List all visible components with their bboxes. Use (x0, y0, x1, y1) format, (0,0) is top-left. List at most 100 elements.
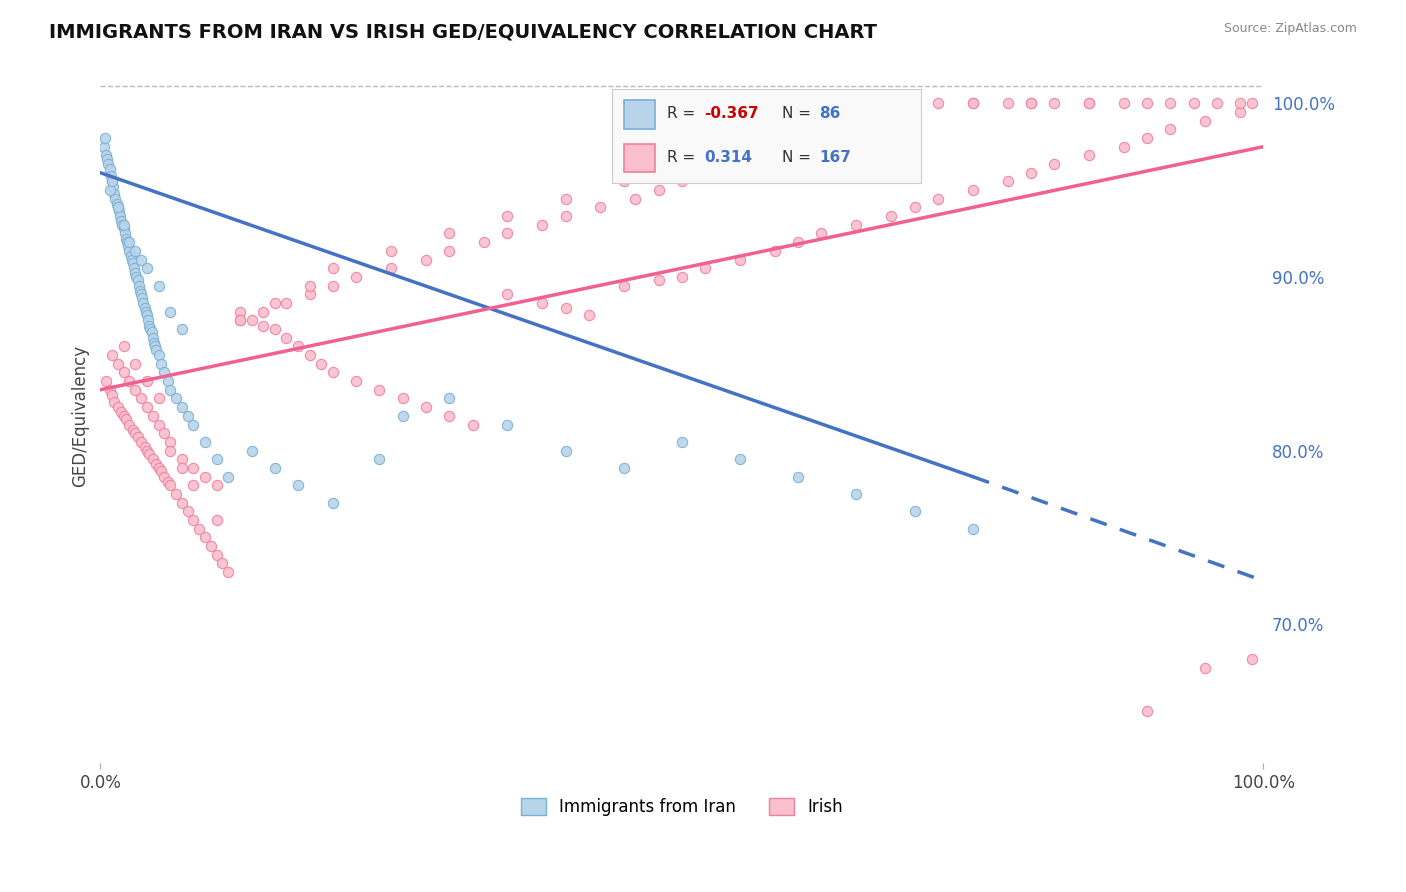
Point (311, 357, 333, 371)
Point (554, 301, 576, 315)
Point (962, 96, 984, 111)
Point (671, 434, 693, 449)
Point (1159, 122, 1181, 136)
Point (1229, 104, 1251, 119)
Text: R =: R = (668, 150, 700, 165)
Point (112, 409, 135, 423)
Point (129, 392, 152, 406)
Point (145, 458, 167, 472)
Point (148, 461, 170, 475)
Text: N =: N = (782, 106, 815, 121)
Point (997, 174, 1019, 188)
Point (142, 452, 165, 467)
Point (132, 296, 155, 310)
Point (112, 221, 135, 235)
Point (142, 409, 165, 423)
Point (1240, 652, 1263, 666)
Point (1078, 148, 1101, 162)
Point (728, 139, 751, 153)
Point (439, 244, 461, 258)
Point (613, 174, 636, 188)
Point (135, 443, 157, 458)
Point (1206, 96, 1229, 111)
Point (287, 339, 309, 353)
Point (165, 392, 187, 406)
Point (107, 357, 129, 371)
Text: -0.367: -0.367 (704, 106, 759, 121)
Point (165, 487, 187, 501)
Point (149, 464, 172, 478)
Point (153, 426, 176, 441)
Point (461, 417, 484, 432)
Point (138, 318, 160, 333)
Point (496, 417, 519, 432)
Point (145, 343, 167, 357)
Point (153, 366, 176, 380)
Point (110, 405, 132, 419)
Point (112, 218, 135, 232)
Point (1043, 157, 1066, 171)
Point (205, 513, 228, 527)
Point (159, 383, 181, 397)
Point (217, 565, 239, 579)
Point (98, 383, 121, 397)
Point (252, 304, 274, 318)
Point (188, 522, 211, 536)
Point (183, 461, 205, 475)
Point (97, 157, 120, 171)
Point (94, 131, 117, 145)
Point (124, 244, 146, 258)
Point (138, 447, 160, 461)
Point (962, 96, 984, 111)
Point (415, 400, 437, 414)
Point (107, 201, 129, 215)
Point (962, 183, 984, 197)
Point (108, 209, 131, 223)
Point (125, 269, 148, 284)
Point (322, 496, 344, 510)
Point (100, 169, 122, 184)
Point (96, 374, 118, 388)
Point (903, 201, 925, 215)
Point (1136, 96, 1159, 111)
Point (194, 469, 217, 483)
Point (101, 174, 124, 188)
Point (531, 296, 554, 310)
Point (122, 423, 145, 437)
Point (276, 296, 298, 310)
Point (112, 366, 135, 380)
Point (439, 227, 461, 241)
Point (763, 148, 786, 162)
Point (103, 186, 125, 201)
Point (380, 261, 402, 276)
Point (93, 139, 115, 153)
Point (845, 96, 868, 111)
Point (787, 122, 810, 136)
Point (128, 284, 150, 298)
Point (96, 148, 118, 162)
Point (115, 235, 138, 249)
Point (156, 374, 179, 388)
Point (159, 443, 181, 458)
Point (903, 104, 925, 119)
Point (415, 252, 437, 267)
Point (122, 261, 145, 276)
Point (240, 313, 263, 327)
Point (217, 469, 239, 483)
Point (263, 322, 285, 336)
Point (101, 388, 124, 402)
Point (142, 335, 165, 350)
Point (613, 461, 636, 475)
Point (845, 113, 868, 128)
Text: 167: 167 (818, 150, 851, 165)
Point (263, 461, 285, 475)
Point (1229, 96, 1251, 111)
Point (1136, 131, 1159, 145)
Point (1078, 96, 1101, 111)
Point (997, 96, 1019, 111)
Point (118, 417, 141, 432)
Point (380, 244, 402, 258)
Point (211, 557, 233, 571)
Point (205, 452, 228, 467)
Point (111, 218, 134, 232)
